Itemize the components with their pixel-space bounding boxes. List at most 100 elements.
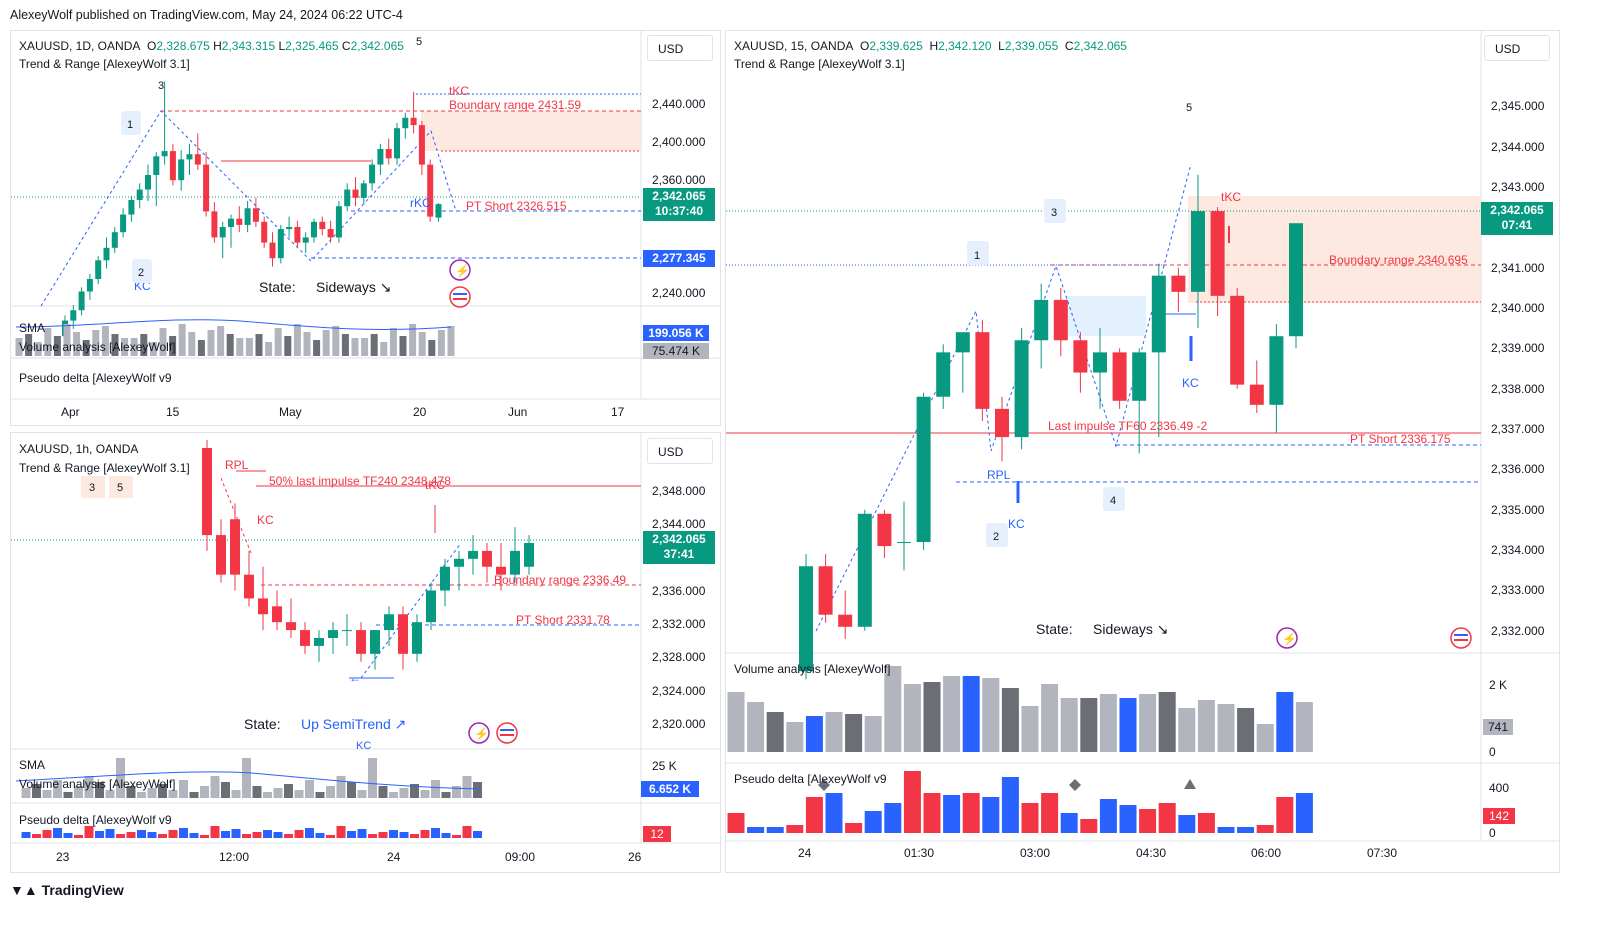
candle xyxy=(78,291,85,311)
hourly-chart[interactable]: RPL 50% last impulse TF240 2348.478 tKC … xyxy=(11,433,720,872)
lightning-icon[interactable] xyxy=(1276,627,1298,649)
time-tick: 03:00 xyxy=(1020,846,1051,860)
candle xyxy=(314,638,324,646)
lightning-glyph: ⚡ xyxy=(474,727,489,741)
delta-bar xyxy=(42,830,52,838)
candle xyxy=(216,535,226,575)
volume-bar xyxy=(420,790,430,798)
delta-bar xyxy=(1197,813,1215,833)
m15-panel[interactable]: tKC Boundary range 2340.695 Last impulse… xyxy=(725,30,1560,873)
candle xyxy=(161,151,168,157)
volume-bar xyxy=(347,782,356,798)
us-flag-icon[interactable] xyxy=(496,722,518,744)
volume-bar xyxy=(399,788,409,798)
pt-short-label: PT Short 2336.175 xyxy=(1350,432,1451,446)
delta-bar xyxy=(126,832,136,838)
box3-label: 3 xyxy=(89,482,95,494)
time-tick: 26 xyxy=(628,850,642,864)
daily-panel[interactable]: tKC Boundary range 2431.59 rKC PT Short … xyxy=(10,30,721,426)
volume-bar xyxy=(95,782,104,798)
m15-indicator: Trend & Range [AlexeyWolf 3.1] xyxy=(734,57,905,71)
candle xyxy=(394,128,400,159)
kc-label: KC xyxy=(257,513,274,527)
pt-short-label: PT Short 2326.515 xyxy=(466,199,567,213)
wave2-marker xyxy=(986,523,1008,547)
delta-bar xyxy=(1178,815,1196,833)
delta-bar xyxy=(168,830,178,838)
delta-bar xyxy=(805,797,823,833)
delta-bar xyxy=(116,834,125,838)
volume-bar xyxy=(864,716,882,752)
delta-bar xyxy=(189,833,199,838)
delta-bar xyxy=(727,813,745,833)
candle xyxy=(103,247,110,261)
candle xyxy=(1132,352,1147,401)
candle xyxy=(136,189,143,200)
volume-bar xyxy=(168,790,178,798)
volume-bar xyxy=(332,326,340,356)
delta-scale: 0 xyxy=(1489,826,1496,840)
volume-bar xyxy=(447,326,455,356)
volume-bar xyxy=(242,758,251,798)
volume-tag-2: 75.474 K xyxy=(643,343,709,359)
candle xyxy=(384,614,394,631)
price-tag-value: 2,342.065 xyxy=(652,532,706,546)
delta-bar xyxy=(368,834,377,838)
hourly-panel[interactable]: RPL 50% last impulse TF240 2348.478 tKC … xyxy=(10,432,721,873)
footer-brand[interactable]: ▼▲ TradingView xyxy=(10,882,124,898)
volume-bar xyxy=(293,324,301,356)
delta-bar xyxy=(21,832,31,838)
volume-bar xyxy=(462,776,472,798)
price-tick: 2,440.000 xyxy=(652,97,706,111)
rkc-label: rKC xyxy=(410,196,431,210)
volume-bar xyxy=(389,328,397,356)
candle xyxy=(120,214,127,233)
candle xyxy=(857,513,872,627)
wave2-label: 2 xyxy=(993,531,999,543)
us-flag-icon[interactable] xyxy=(1450,627,1472,649)
candle xyxy=(524,543,534,567)
candle xyxy=(128,199,135,215)
delta-bar xyxy=(766,827,784,833)
us-flag-icon[interactable] xyxy=(449,286,471,308)
price-tick: 2,320.000 xyxy=(652,717,706,731)
daily-chart[interactable]: tKC Boundary range 2431.59 rKC PT Short … xyxy=(11,31,720,425)
volume-bar xyxy=(178,324,186,356)
candle xyxy=(352,189,359,198)
price-tick: 2,400.000 xyxy=(652,135,706,149)
delta-bar xyxy=(1099,799,1117,833)
daily-symbol-line: XAUUSD, 1D, OANDA O2,328.675 H2,343.315 … xyxy=(19,39,404,53)
candle xyxy=(286,227,293,230)
candle xyxy=(435,204,442,218)
delta-bar xyxy=(845,823,863,833)
lightning-icon[interactable] xyxy=(468,722,490,744)
price-tick: 2,345.000 xyxy=(1491,99,1545,114)
lightning-icon[interactable] xyxy=(449,259,471,281)
wave1-marker xyxy=(967,241,989,265)
level-tag: 2,277.345 xyxy=(643,250,715,267)
wave-path-down xyxy=(220,477,252,554)
delta-label: Pseudo delta [AlexeyWolf v9 xyxy=(19,371,172,385)
volume-bar xyxy=(845,714,863,752)
time-tick: 24 xyxy=(387,850,401,864)
candle xyxy=(286,622,296,631)
time-tick: Jun xyxy=(508,405,528,419)
delta-bar xyxy=(1276,797,1294,833)
m15-chart[interactable]: tKC Boundary range 2340.695 Last impulse… xyxy=(726,31,1559,872)
price-tick: 2,328.000 xyxy=(652,650,706,664)
volume-bar xyxy=(351,338,359,356)
volume-bar xyxy=(305,780,314,798)
currency-button[interactable]: USD xyxy=(647,438,713,464)
pt-short-label: PT Short 2331.78 xyxy=(516,613,610,627)
currency-button[interactable]: USD xyxy=(647,35,713,61)
volume-bar xyxy=(200,786,209,798)
time-tick: 20 xyxy=(413,405,427,419)
diamond-marker xyxy=(1069,779,1081,791)
candle xyxy=(228,218,234,227)
kc2-label: KC xyxy=(1182,376,1199,390)
currency-button[interactable]: USD xyxy=(1484,35,1550,61)
delta-bar xyxy=(1237,827,1255,833)
sma-line xyxy=(15,771,482,790)
volume-bar xyxy=(368,758,377,798)
delta-bar xyxy=(32,834,41,838)
